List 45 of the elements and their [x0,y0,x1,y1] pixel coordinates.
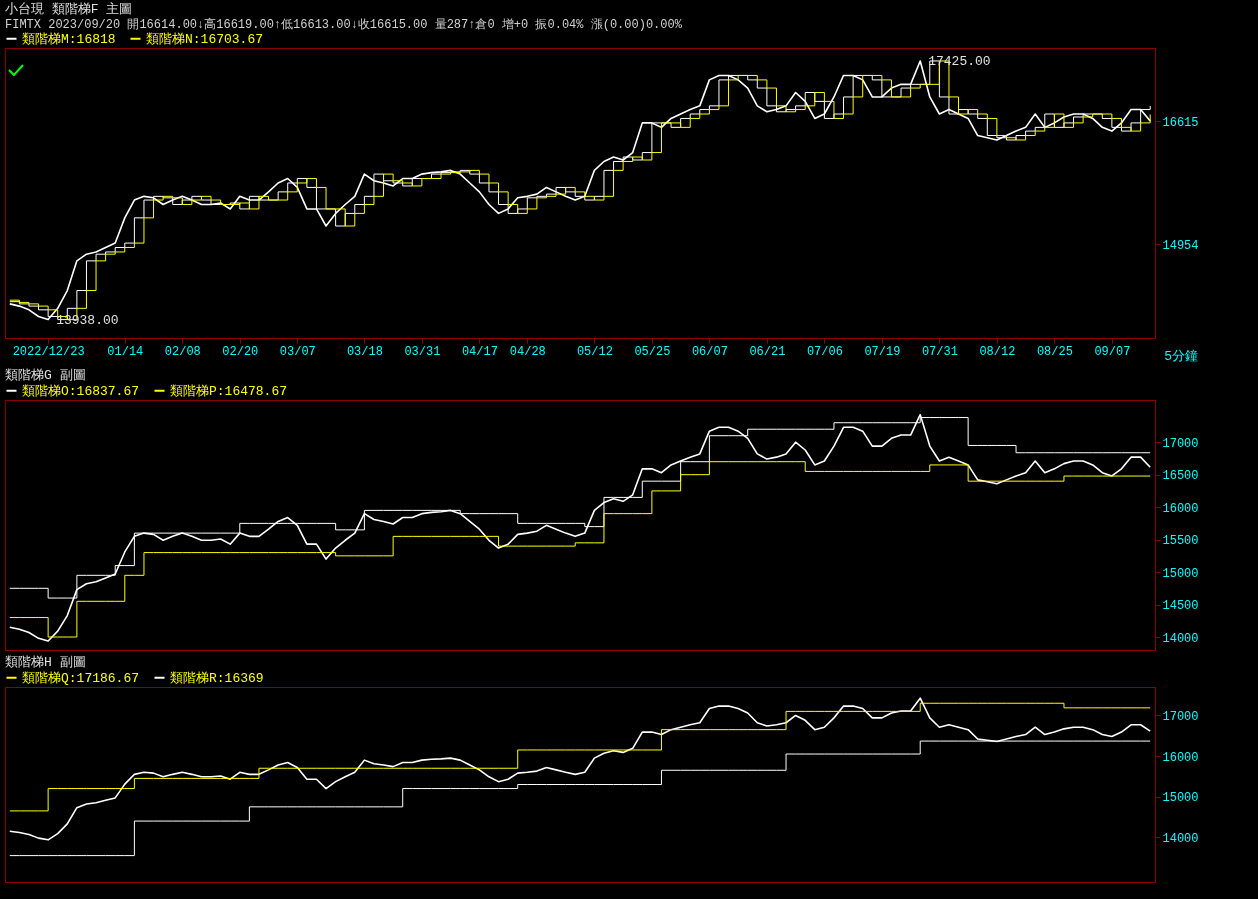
x-tick-label: 07/31 [921,344,958,359]
x-tick-label: 04/28 [509,344,546,359]
x-tick-label: 05/25 [634,344,671,359]
x-tick-label: 2022/12/23 [12,344,85,359]
y-tick-label: 16000 [1162,750,1199,765]
x-tick-label: 05/12 [576,344,613,359]
x-tick-label: 08/25 [1036,344,1073,359]
chart-subtitle: FIMTX 2023/09/20 開16614.00↓高16619.00↑低16613.00↓收16615.00 量287↑倉0 增+0 振0.04% 漲(0.00)0.00% [5,17,683,32]
x-tick-label: 02/20 [222,344,259,359]
x-tick-label: 07/06 [806,344,843,359]
x-tick-label: 04/17 [461,344,498,359]
text: 5分鐘 [1164,349,1199,364]
x-tick-label: 02/08 [164,344,201,359]
y-tick-label: 14000 [1162,631,1199,646]
x-tick-label: 08/12 [979,344,1016,359]
legend-label: 類階梯M:16818 [22,31,116,47]
x-tick-label: 07/19 [864,344,901,359]
chart-title: 類階梯H 副圖 [5,655,86,670]
legend-label: 類階梯P:16478.67 [170,383,288,399]
chart-title: 類階梯G 副圖 [5,368,86,383]
x-tick-label: 03/31 [404,344,441,359]
x-tick-label: 06/21 [749,344,786,359]
y-tick-label: 16615 [1162,115,1199,130]
y-tick-label: 17000 [1162,709,1199,724]
y-tick-label: 14954 [1162,238,1199,253]
y-tick-label: 17000 [1162,436,1199,451]
y-tick-label: 15000 [1162,566,1199,581]
y-tick-label: 15000 [1162,791,1199,806]
legend-label: 類階梯O:16837.67 [22,383,140,399]
annotation: 17425.00 [928,53,991,69]
legend-label: 類階梯N:16703.67 [146,31,264,47]
y-tick-label: 14500 [1162,599,1199,614]
x-tick-label: 03/07 [279,344,316,359]
y-tick-label: 14000 [1162,831,1199,846]
x-tick-label: 06/07 [691,344,728,359]
x-tick-label: 09/07 [1094,344,1131,359]
y-tick-label: 16000 [1162,501,1199,516]
legend-label: 類階梯R:16369 [170,670,264,686]
x-tick-label: 03/18 [346,344,383,359]
chart-title: 小台現 類階梯F 主圖 [5,1,133,17]
annotation: 13938.00 [56,312,119,328]
y-tick-label: 15500 [1162,534,1199,549]
legend-label: 類階梯Q:17186.67 [22,670,140,686]
y-tick-label: 16500 [1162,469,1199,484]
x-tick-label: 01/14 [107,344,144,359]
